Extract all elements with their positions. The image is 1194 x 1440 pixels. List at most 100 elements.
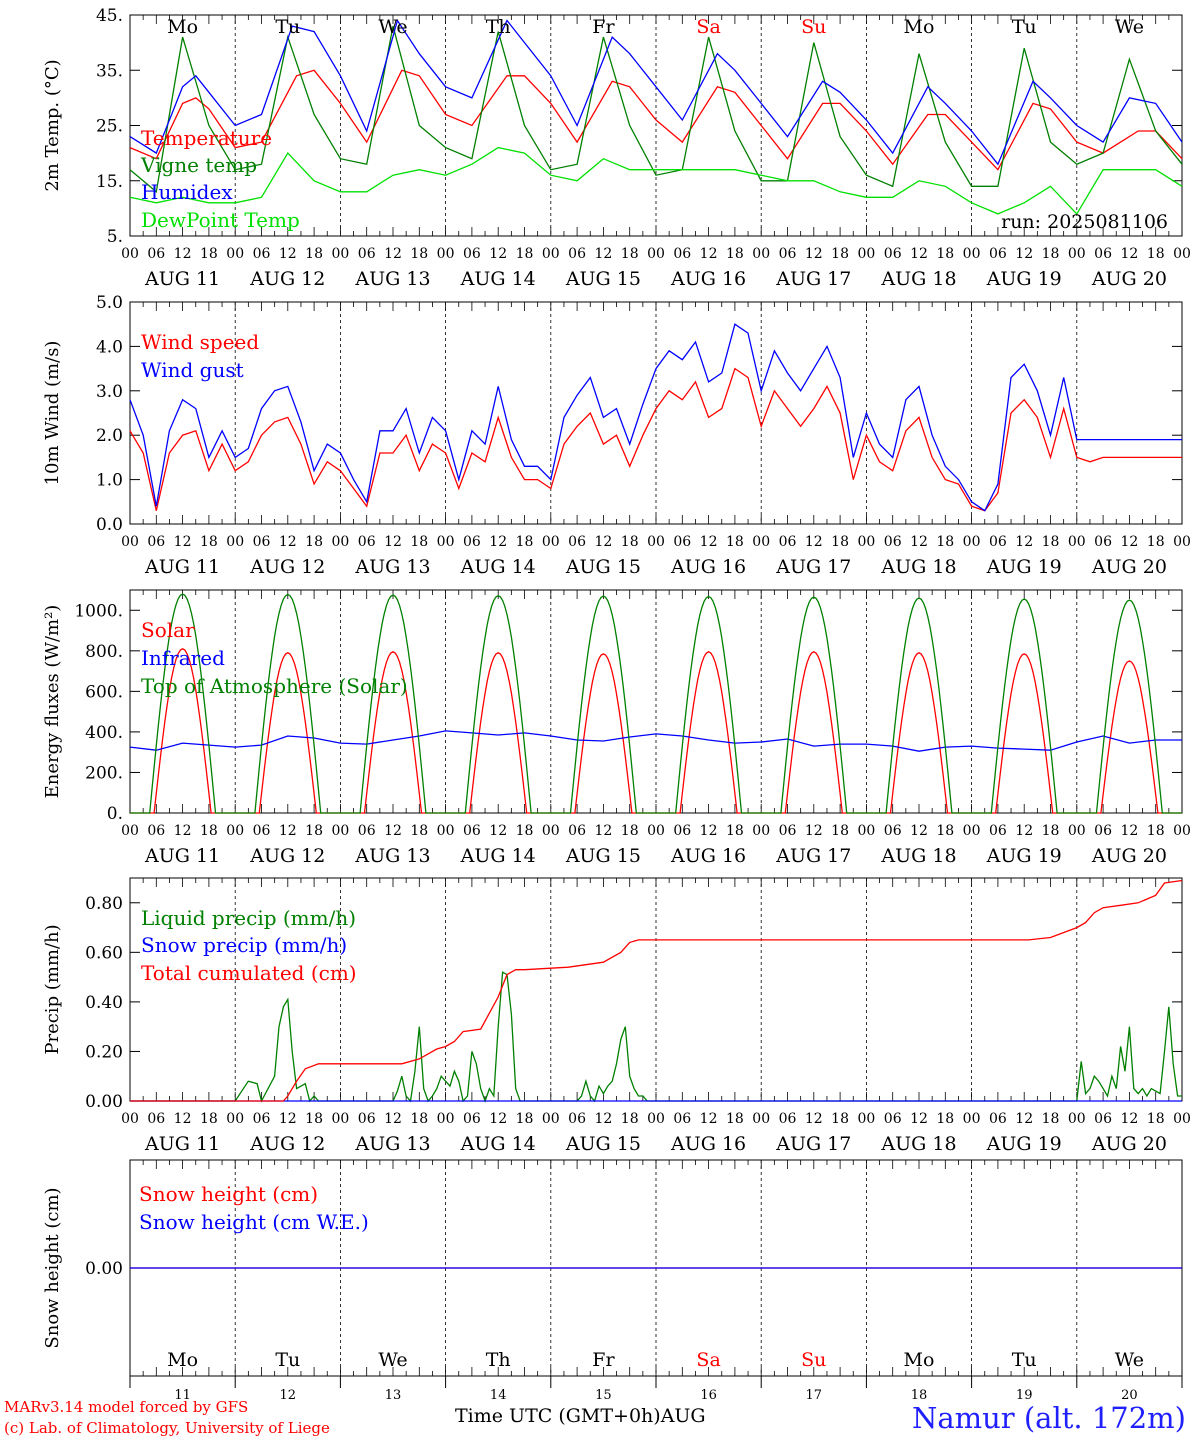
hour-label: 18 [726,246,744,262]
hour-label: 12 [1015,534,1033,550]
date-label: AUG 13 [354,845,430,867]
hour-label: 06 [673,1111,691,1127]
hour-label: 06 [673,534,691,550]
y-tick-label: 45. [96,6,123,26]
hour-label: 06 [779,534,797,550]
month-label: AUG [660,1405,706,1427]
hour-label: 06 [1094,534,1112,550]
hour-label: 06 [463,1111,481,1127]
hour-label: 00 [542,1111,560,1127]
hour-label: 06 [253,246,271,262]
date-label: AUG 20 [1091,268,1167,290]
date-label: AUG 14 [460,845,536,867]
hour-label: 00 [331,534,349,550]
date-label: AUG 20 [1091,1133,1167,1155]
hour-label: 12 [1120,1111,1138,1127]
hour-label: 12 [279,1111,297,1127]
hour-label: 18 [1042,246,1060,262]
hour-label: 00 [437,246,455,262]
hour-label: 18 [1042,534,1060,550]
hour-label: 00 [963,246,981,262]
y-axis-label: 10m Wind (m/s) [42,341,63,486]
date-label: AUG 15 [565,1133,641,1155]
hour-label: 12 [594,534,612,550]
legend-entry: Snow height (cm) [139,1182,318,1206]
time-axis-label: Time UTC (GMT+0h) [455,1405,661,1427]
legend-entry: Snow precip (mm/h) [141,933,347,957]
hour-label: 00 [752,823,770,839]
hour-label: 12 [700,1111,718,1127]
hour-label: 06 [779,1111,797,1127]
hour-label: 18 [305,1111,323,1127]
hour-label: 00 [121,534,139,550]
hour-label: 00 [963,534,981,550]
hour-label: 06 [568,1111,586,1127]
hour-label: 06 [147,1111,165,1127]
hour-label: 06 [673,823,691,839]
date-label: AUG 18 [880,1133,956,1155]
hour-label: 18 [410,534,428,550]
hour-label: 18 [726,534,744,550]
hour-label: 12 [594,823,612,839]
hour-label: 06 [147,823,165,839]
hour-label: 06 [463,823,481,839]
hour-label: 06 [147,534,165,550]
y-axis-label: Snow height (cm) [42,1187,63,1348]
y-axis-label: Precip (mm/h) [42,924,63,1054]
model-credit: MARv3.14 model forced by GFS [4,1398,249,1416]
hour-label: 12 [384,534,402,550]
hour-label: 06 [253,823,271,839]
y-axis-label: Energy fluxes (W/m²) [42,605,63,799]
hour-label: 18 [726,1111,744,1127]
hour-label: 00 [437,1111,455,1127]
day-name: Su [801,1349,826,1371]
legend-entry: Wind gust [141,358,244,382]
hour-label: 00 [542,246,560,262]
day-number: 20 [1121,1388,1138,1403]
hour-label: 18 [516,1111,534,1127]
hour-label: 18 [621,823,639,839]
day-name: We [1115,1349,1144,1371]
y-axis-label: 2m Temp. (°C) [42,59,63,191]
run-label: run: 2025081106 [1001,211,1168,233]
date-label: AUG 11 [144,845,220,867]
hour-label: 00 [1068,246,1086,262]
y-tick-label: 0.20 [85,1042,123,1062]
date-label: AUG 14 [460,268,536,290]
date-label: AUG 17 [775,268,851,290]
hour-label: 00 [1068,1111,1086,1127]
hour-label: 12 [594,1111,612,1127]
date-label: AUG 18 [880,268,956,290]
hour-label: 06 [253,1111,271,1127]
hour-label: 00 [857,823,875,839]
hour-label: 18 [936,534,954,550]
hour-label: 18 [200,534,218,550]
hour-label: 18 [936,823,954,839]
day-name: Mo [167,16,198,38]
hour-label: 18 [410,246,428,262]
hour-label: 00 [752,534,770,550]
date-label: AUG 12 [249,1133,325,1155]
hour-label: 06 [253,534,271,550]
y-tick-label: 0.00 [85,1092,123,1112]
hour-label: 06 [884,823,902,839]
series-line [129,323,1182,512]
hour-label: 12 [700,246,718,262]
legend-entry: Top of Atmosphere (Solar) [141,674,408,698]
hour-label: 06 [358,823,376,839]
date-label: AUG 13 [354,1133,430,1155]
hour-label: 06 [1094,823,1112,839]
hour-label: 00 [437,823,455,839]
hour-label: 18 [1147,246,1165,262]
hour-label: 12 [1120,823,1138,839]
hour-label: 18 [936,246,954,262]
legend-entry: Solar [141,618,195,642]
hour-label: 18 [831,823,849,839]
y-tick-label: 0.80 [85,894,123,914]
hour-label: 00 [857,246,875,262]
day-name: Mo [904,1349,935,1371]
date-label: AUG 15 [565,268,641,290]
y-tick-label: 2.0 [96,426,123,446]
hour-label: 06 [779,246,797,262]
hour-label: 18 [1147,534,1165,550]
